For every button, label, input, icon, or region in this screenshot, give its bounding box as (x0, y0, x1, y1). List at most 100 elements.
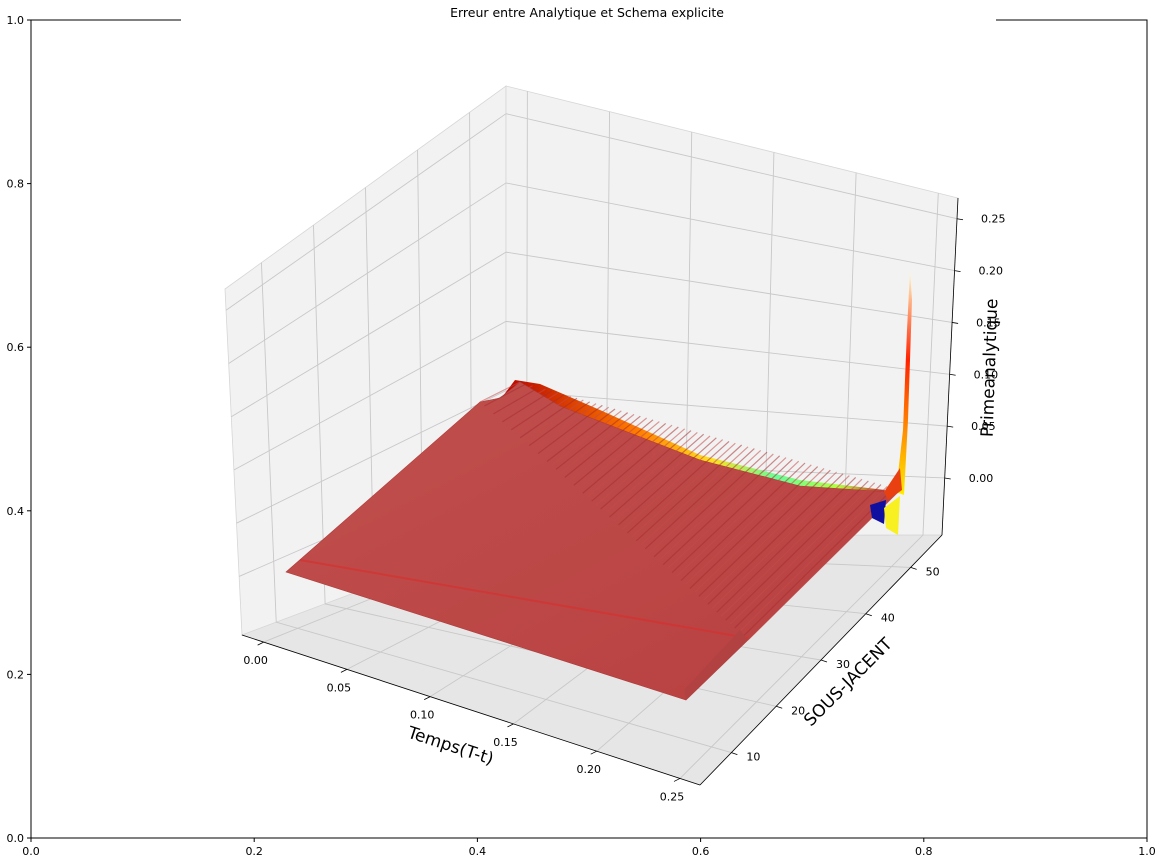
x-tick-mark (340, 669, 348, 673)
surface-stripe (609, 433, 705, 518)
x-axis-line (241, 634, 701, 786)
z-tick-label: 0.25 (981, 213, 1006, 226)
surface-stripe (515, 395, 572, 435)
outer-x-tick-label: 0.6 (692, 845, 710, 858)
outer-x-tick-label: 0.4 (469, 845, 487, 858)
x-tick-label: 0.05 (327, 681, 352, 694)
surface-stripe (591, 426, 679, 502)
outer-x-ticks: 0.0 0.2 0.4 0.6 0.8 1.0 (22, 838, 1156, 858)
surface-stripe (618, 437, 717, 526)
surface-stripe (519, 397, 578, 439)
surface-stripe (555, 412, 629, 470)
x-tick-mark (424, 696, 431, 700)
surface-stripe (600, 430, 692, 510)
surface-stripe (493, 386, 540, 415)
surface-stripe (506, 392, 559, 427)
z-gridline (228, 182, 955, 364)
z-tick-mark (944, 477, 951, 480)
surface-stripe (577, 421, 660, 490)
outer-x-tick-label: 1.0 (1138, 845, 1156, 858)
outer-y-tick-label: 0.0 (7, 832, 25, 845)
y-tick-mark (731, 752, 738, 755)
x-tick-label: 0.00 (243, 654, 268, 667)
surface-stripe (568, 417, 648, 482)
surface-sheet (285, 381, 901, 701)
x-ticks: 0.00 0.05 0.10 0.15 0.20 0.25 (243, 641, 685, 803)
surface-stripe (649, 449, 762, 554)
surface-stripe (635, 444, 743, 542)
surface-seam (299, 559, 749, 639)
z-gridline (233, 320, 950, 471)
surface-stripe (671, 458, 793, 574)
surface-stripe (689, 466, 819, 589)
surface-stripe (725, 480, 869, 621)
surface (285, 270, 912, 701)
surface-stripe (644, 448, 755, 550)
z-tick-label: 0.20 (979, 265, 1004, 278)
surface-blue-dip (870, 500, 886, 524)
surface-stripe (502, 390, 552, 423)
surface-stripe (524, 399, 584, 443)
z-tick-mark (956, 218, 964, 221)
z-tick-mark (947, 425, 954, 428)
outer-y-tick-label: 0.6 (7, 341, 25, 354)
surface-stripe (546, 408, 616, 462)
surface-stripe (582, 422, 667, 494)
y-tick-mark (910, 567, 917, 570)
surface-stripe (685, 464, 812, 585)
y-tick-label: 10 (746, 751, 760, 764)
z-tick-mark (954, 270, 961, 272)
surface-stripe (680, 462, 806, 581)
surface-stripe (702, 471, 838, 601)
surface-spike (896, 270, 912, 495)
x-tick-label: 0.20 (576, 763, 601, 776)
y-tick-label: 50 (926, 565, 940, 578)
surface-front-edge (684, 630, 748, 700)
surface-stripe (479, 381, 521, 403)
z-gridline (225, 113, 958, 311)
outer-y-tick-label: 0.2 (7, 668, 25, 681)
surface-stripe (729, 482, 876, 625)
outer-y-tick-label: 1.0 (7, 14, 25, 27)
surface-stripe (542, 406, 610, 459)
3d-axes: 0.00 0.05 0.10 0.15 0.20 0.25 10 20 30 40 50 0.00… (241, 197, 1006, 803)
x-tick-mark (257, 641, 264, 646)
surface-stripe (551, 410, 622, 466)
x-tick-label: 0.10 (410, 709, 435, 722)
outer-axes: 0.0 0.2 0.4 0.6 0.8 1.0 0.0 0.2 0.4 0.6 0.8 1.0 (7, 14, 1156, 858)
surface-stripe (734, 484, 882, 629)
surface-stripe (564, 415, 641, 478)
outer-x-tick-label: 0.0 (22, 845, 40, 858)
outer-x-tick-label: 0.8 (915, 845, 933, 858)
surface-stripe (537, 404, 603, 455)
surface-stripe (658, 453, 774, 562)
z-axis-line (941, 197, 959, 536)
surface-stripe (595, 428, 686, 506)
x-tick-mark (590, 750, 597, 755)
surface-stripe (533, 403, 597, 451)
z-ticks: 0.00 0.05 0.10 0.15 0.20 0.25 (944, 213, 1006, 485)
x-gridline (679, 193, 939, 779)
surface-stripe (484, 383, 527, 407)
surface-stripe (738, 485, 888, 633)
z-tick-label: 0.15 (976, 316, 1001, 329)
chart-title: Erreur entre Analytique et Schema explic… (450, 5, 724, 20)
outer-y-tick-label: 0.4 (7, 505, 25, 518)
surface-stripe (586, 424, 673, 498)
surface-stripe (693, 467, 825, 593)
surface-stripe (622, 439, 724, 530)
x-tick-label: 0.15 (493, 736, 518, 749)
surface-stripe (640, 446, 749, 546)
surface-stripe (560, 413, 635, 474)
y-tick-mark (820, 659, 828, 663)
gridlines (225, 91, 958, 779)
x-tick-mark (673, 778, 681, 782)
x-tick-label: 0.25 (660, 790, 685, 803)
surface-stripe (676, 460, 800, 577)
y-ticks: 10 20 30 40 50 (731, 565, 940, 764)
surface-stripe (653, 451, 768, 558)
surface-stripe (528, 401, 591, 447)
z-tick-mark (952, 322, 959, 324)
surface-stripe (743, 487, 895, 637)
